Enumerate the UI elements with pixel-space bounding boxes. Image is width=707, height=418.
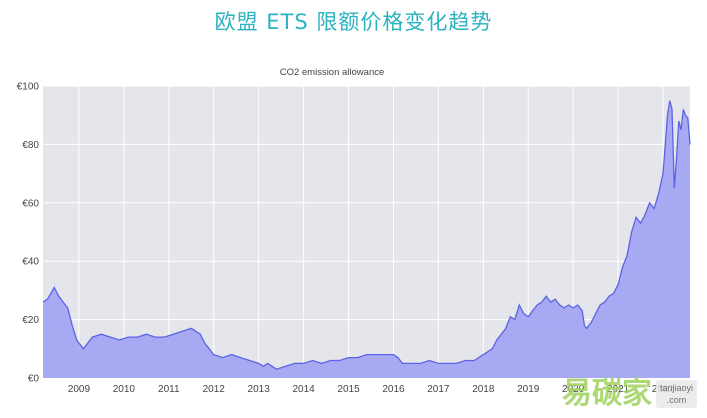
x-tick-label: 2017 bbox=[427, 384, 450, 395]
x-tick-label: 2014 bbox=[292, 384, 315, 395]
watermark-line2: .com bbox=[666, 395, 687, 405]
y-axis-ticks: €0 €20 €40 €60 €80 €100 bbox=[17, 82, 40, 385]
series-area bbox=[43, 100, 690, 378]
x-tick-label: 2010 bbox=[113, 384, 136, 395]
y-tick-label: €20 bbox=[22, 315, 39, 326]
x-tick-label: 2011 bbox=[158, 384, 180, 395]
x-tick-label: 2020 bbox=[562, 384, 585, 395]
x-tick-label: 2016 bbox=[382, 384, 405, 395]
watermark-logo: 易碳家 tanjiaoyi .com bbox=[562, 376, 697, 412]
x-tick-label: 2015 bbox=[337, 384, 360, 395]
page-title: 欧盟 ETS 限额价格变化趋势 bbox=[214, 10, 493, 34]
watermark-mark: 易碳家 bbox=[561, 376, 652, 411]
watermark-line1: tanjiaoyi bbox=[659, 383, 693, 393]
x-tick-label: 2019 bbox=[517, 384, 540, 395]
chart-title: CO2 emission allowance bbox=[280, 67, 385, 78]
y-tick-label: €80 bbox=[22, 140, 39, 151]
x-tick-label: 2009 bbox=[68, 384, 91, 395]
y-tick-label: €40 bbox=[22, 257, 39, 268]
x-tick-label: 2018 bbox=[472, 384, 495, 395]
watermark-domain: tanjiaoyi .com bbox=[655, 380, 697, 408]
y-tick-label: €0 bbox=[28, 374, 40, 385]
x-tick-label: 2021 bbox=[607, 384, 630, 395]
series-line bbox=[42, 100, 691, 370]
x-tick-label: 2012 bbox=[203, 384, 226, 395]
y-tick-label: €60 bbox=[22, 198, 39, 209]
y-tick-label: €100 bbox=[17, 82, 40, 93]
x-tick-label: 2013 bbox=[248, 384, 271, 395]
